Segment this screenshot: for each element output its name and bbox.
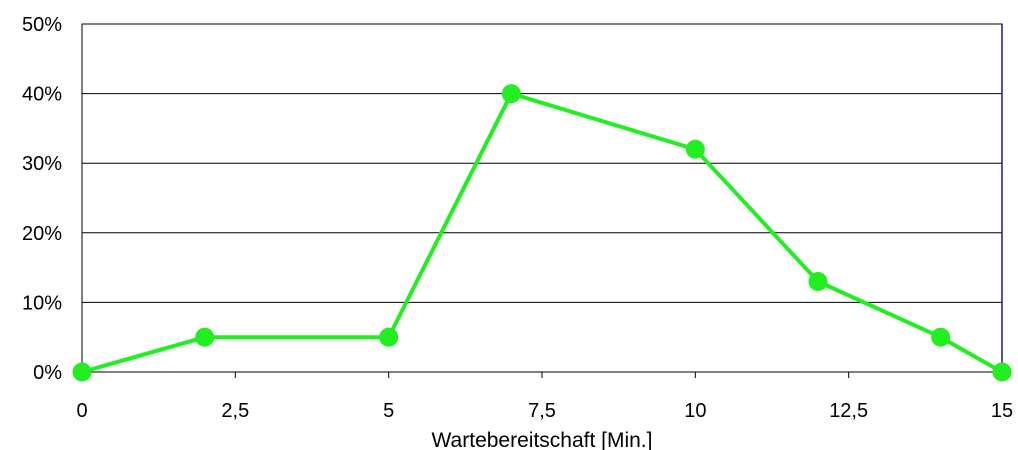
data-point [72, 362, 92, 382]
y-axis-tick-labels: 0% 10% 20% 30% 40% 50% [22, 14, 62, 384]
y-tick-label: 40% [22, 84, 62, 106]
y-tick-label: 10% [22, 292, 62, 314]
x-tick-label: 0 [76, 400, 87, 422]
x-tick-label: 2,5 [221, 400, 249, 422]
data-point [379, 327, 399, 347]
data-point [992, 362, 1012, 382]
y-tick-label: 0% [33, 362, 62, 384]
y-tick-label: 20% [22, 223, 62, 245]
y-tick-label: 50% [22, 14, 62, 36]
plot-area-frame [81, 23, 1003, 373]
data-point [808, 272, 828, 292]
data-point [195, 327, 215, 347]
x-tick-label: 7,5 [528, 400, 556, 422]
x-axis-title: Wartebereitschaft [Min.] [432, 429, 653, 450]
x-tick-label: 12,5 [829, 400, 868, 422]
x-tick-label: 15 [991, 400, 1013, 422]
y-tick-label: 30% [22, 153, 62, 175]
x-tick-label: 5 [383, 400, 394, 422]
x-axis-tick-labels: 0 2,5 5 7,5 10 12,5 15 [76, 372, 1013, 422]
gridlines [82, 23, 1002, 373]
series-line-0 [81, 91, 1003, 374]
data-series [72, 84, 1012, 382]
data-point [685, 139, 705, 159]
x-tick-label: 10 [684, 400, 706, 422]
data-point [501, 84, 521, 104]
data-point [931, 327, 951, 347]
